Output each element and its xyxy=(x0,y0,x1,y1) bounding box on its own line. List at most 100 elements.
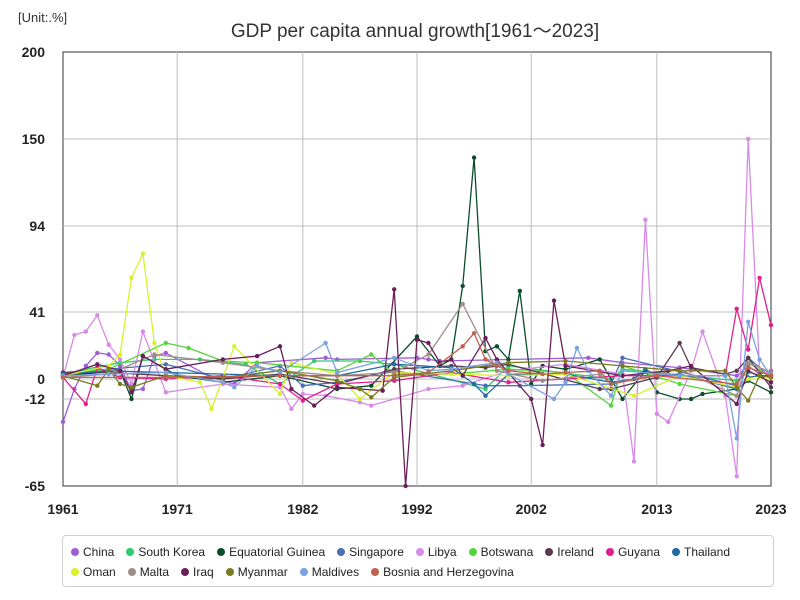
data-point xyxy=(677,341,681,345)
data-point xyxy=(335,370,339,374)
data-point xyxy=(735,369,739,373)
data-point xyxy=(506,369,510,373)
legend-item-myanmar[interactable]: Myanmar xyxy=(226,565,288,579)
data-point xyxy=(415,338,419,342)
data-point xyxy=(278,382,282,386)
legend-item-south-korea[interactable]: South Korea xyxy=(126,545,205,559)
data-point xyxy=(278,344,282,348)
data-point xyxy=(723,374,727,378)
legend-item-maldives[interactable]: Maldives xyxy=(300,565,359,579)
data-point xyxy=(209,407,213,411)
legend-marker-icon xyxy=(128,568,136,576)
data-point xyxy=(84,402,88,406)
legend-item-thailand[interactable]: Thailand xyxy=(672,545,730,559)
data-point xyxy=(426,387,430,391)
data-point xyxy=(609,382,613,386)
data-point xyxy=(746,365,750,369)
y-tick-label: -12 xyxy=(25,391,45,407)
data-point xyxy=(620,364,624,368)
x-tick-label: 1971 xyxy=(162,501,193,517)
legend-item-ireland[interactable]: Ireland xyxy=(545,545,594,559)
legend-item-guyana[interactable]: Guyana xyxy=(606,545,660,559)
data-point xyxy=(472,331,476,335)
data-point xyxy=(392,356,396,360)
data-point xyxy=(620,356,624,360)
legend-label: Equatorial Guinea xyxy=(229,545,325,559)
data-point xyxy=(323,356,327,360)
data-point xyxy=(289,407,293,411)
data-point xyxy=(677,369,681,373)
y-tick-label: 150 xyxy=(22,131,46,147)
data-point xyxy=(358,387,362,391)
data-point xyxy=(95,384,99,388)
data-point xyxy=(392,362,396,366)
legend-marker-icon xyxy=(71,548,79,556)
legend-row: Oman Malta Iraq Myanmar Maldives Bosnia and H… xyxy=(71,562,773,582)
legend-item-botswana[interactable]: Botswana xyxy=(469,545,534,559)
legend-item-singapore[interactable]: Singapore xyxy=(337,545,404,559)
y-tick-label: 41 xyxy=(29,304,45,320)
legend-item-malta[interactable]: Malta xyxy=(128,565,169,579)
data-point xyxy=(141,251,145,255)
legend-item-bosnia-and-herzegovina[interactable]: Bosnia and Herzegovina xyxy=(371,565,514,579)
data-point xyxy=(483,357,487,361)
legend-marker-icon xyxy=(337,548,345,556)
data-point xyxy=(700,329,704,333)
data-point xyxy=(72,333,76,337)
data-point xyxy=(746,347,750,351)
data-point xyxy=(198,380,202,384)
data-point xyxy=(461,344,465,348)
data-point xyxy=(449,357,453,361)
y-tick-label: 0 xyxy=(37,371,45,387)
data-point xyxy=(461,284,465,288)
data-point xyxy=(369,403,373,407)
data-point xyxy=(598,387,602,391)
data-point xyxy=(152,352,156,356)
legend-marker-icon xyxy=(606,548,614,556)
data-point xyxy=(757,374,761,378)
data-point xyxy=(107,343,111,347)
legend-label: Singapore xyxy=(349,545,404,559)
data-point xyxy=(735,394,739,398)
data-point xyxy=(369,384,373,388)
legend-marker-icon xyxy=(371,568,379,576)
data-point xyxy=(449,367,453,371)
data-point xyxy=(769,323,773,327)
legend-item-china[interactable]: China xyxy=(71,545,114,559)
data-point xyxy=(769,374,773,378)
legend-marker-icon xyxy=(469,548,477,556)
data-point xyxy=(552,298,556,302)
legend-label: Ireland xyxy=(557,545,594,559)
legend-item-oman[interactable]: Oman xyxy=(71,565,116,579)
legend-item-libya[interactable]: Libya xyxy=(416,545,457,559)
legend-row: China South Korea Equatorial Guinea Singapo… xyxy=(71,542,773,562)
data-point xyxy=(757,276,761,280)
data-point xyxy=(620,369,624,373)
legend-label: China xyxy=(83,545,114,559)
data-point xyxy=(312,403,316,407)
legend-marker-icon xyxy=(71,568,79,576)
legend-item-equatorial-guinea[interactable]: Equatorial Guinea xyxy=(217,545,325,559)
data-point xyxy=(152,341,156,345)
data-point xyxy=(289,387,293,391)
data-point xyxy=(95,313,99,317)
legend-marker-icon xyxy=(672,548,680,556)
data-point xyxy=(563,364,567,368)
data-point xyxy=(335,385,339,389)
data-point xyxy=(129,385,133,389)
x-tick-label: 2023 xyxy=(755,501,786,517)
data-point xyxy=(141,354,145,358)
legend-label: Myanmar xyxy=(238,565,288,579)
data-point xyxy=(735,436,739,440)
legend-marker-icon xyxy=(217,548,225,556)
data-point xyxy=(61,375,65,379)
data-point xyxy=(769,390,773,394)
data-point xyxy=(369,352,373,356)
data-point xyxy=(278,392,282,396)
data-point xyxy=(529,397,533,401)
legend-marker-icon xyxy=(416,548,424,556)
data-point xyxy=(278,374,282,378)
legend-marker-icon xyxy=(300,568,308,576)
data-point xyxy=(232,385,236,389)
legend-item-iraq[interactable]: Iraq xyxy=(181,565,214,579)
